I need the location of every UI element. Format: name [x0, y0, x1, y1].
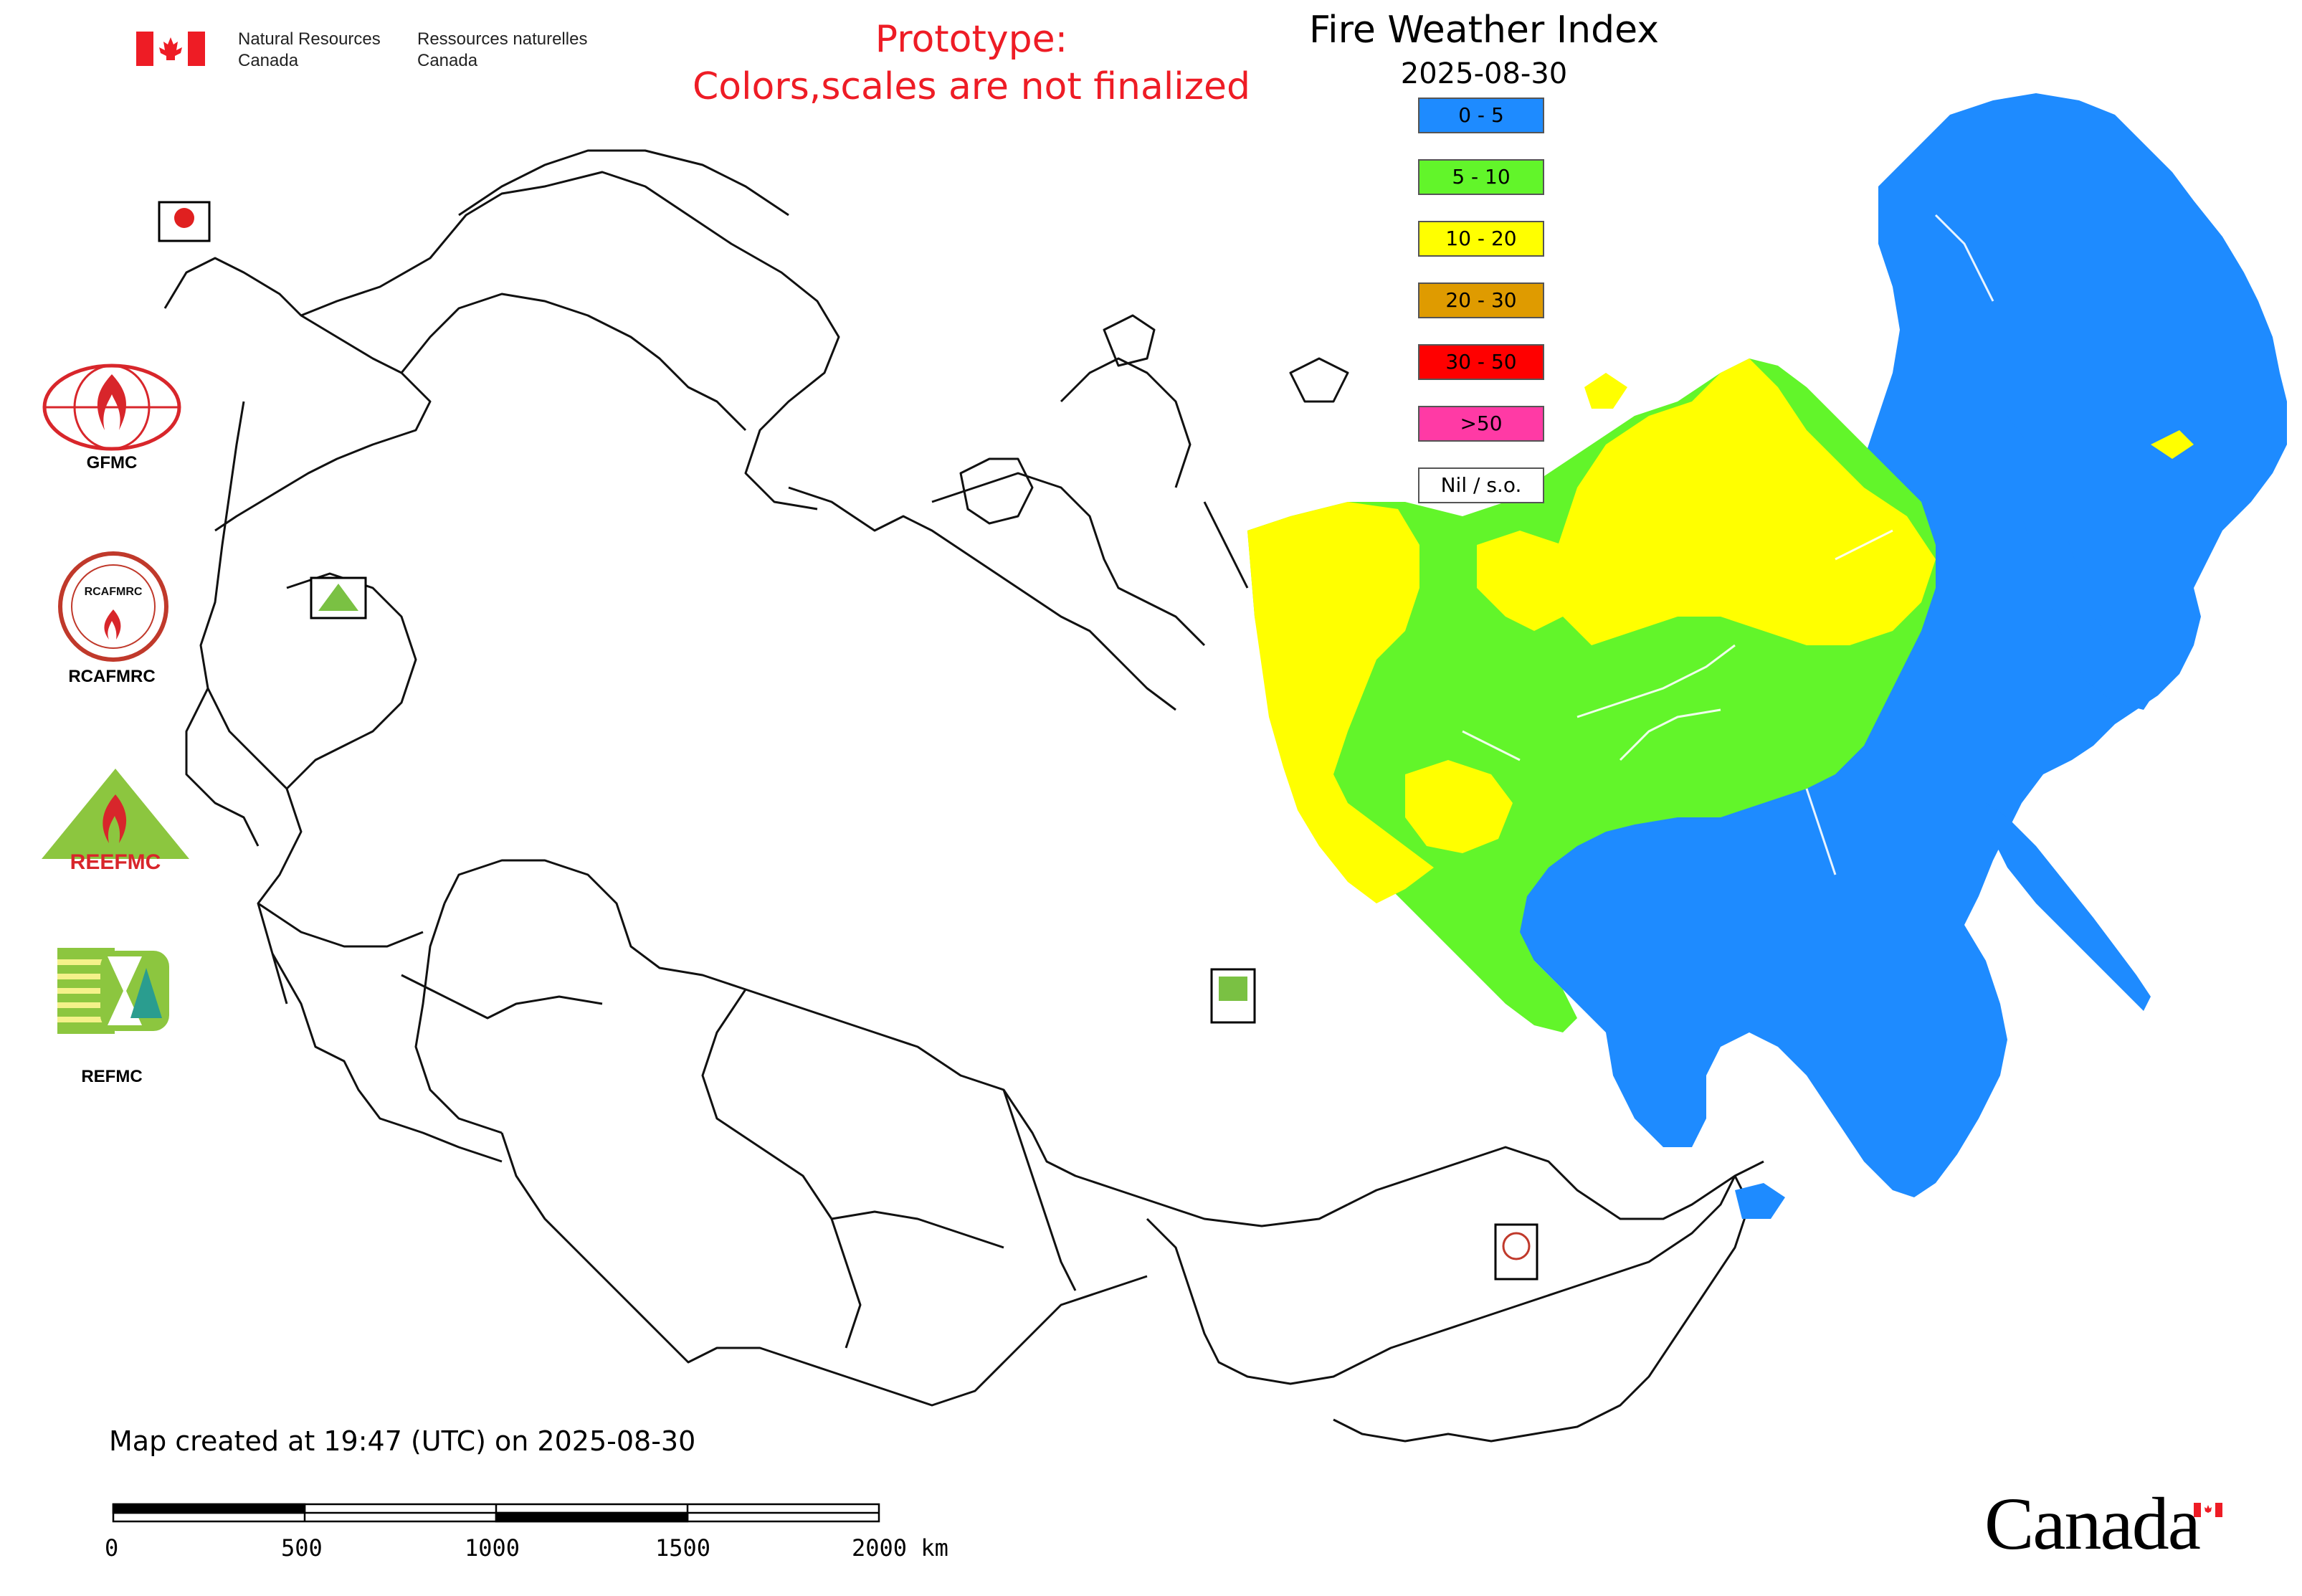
scale-label-500: 500	[281, 1534, 323, 1562]
prototype-line2: Colors,scales are not finalized	[692, 65, 1251, 108]
scale-label-0: 0	[105, 1534, 119, 1562]
legend-item-10-20: 10 - 20	[1418, 221, 1544, 257]
prototype-notice: Prototype: Colors,scales are not finaliz…	[645, 16, 1298, 110]
fwi-fill-layer	[1247, 93, 2287, 1219]
agency-fr-line2: Canada	[417, 51, 478, 70]
map-title: Fire Weather Index	[1309, 9, 1659, 52]
prototype-line1: Prototype:	[875, 18, 1068, 61]
scale-bar	[112, 1503, 880, 1523]
country-borders	[163, 149, 1764, 1443]
canada-wordmark: Canada	[1984, 1483, 2201, 1565]
rcafmrc-logo-text: RCAFMRC	[85, 586, 143, 598]
scale-label-1500: 1500	[655, 1534, 711, 1562]
legend-item-30-50: 30 - 50	[1418, 344, 1544, 380]
scale-label-1000: 1000	[465, 1534, 520, 1562]
legend-item-5-10: 5 - 10	[1418, 159, 1544, 195]
agency-fr-line1: Ressources naturelles	[417, 29, 588, 49]
refmc-logo	[57, 946, 172, 1040]
legend-item-0-5: 0 - 5	[1418, 98, 1544, 133]
rcafmrc-label: RCAFMRC	[68, 667, 156, 686]
gfmc-label: GFMC	[86, 453, 138, 472]
wordmark-flag-icon	[2194, 1503, 2222, 1520]
canada-flag-icon	[136, 32, 205, 66]
agency-en-line1: Natural Resources	[238, 29, 381, 49]
map-created-note: Map created at 19:47 (UTC) on 2025-08-30	[109, 1425, 696, 1457]
legend-item-20-30: 20 - 30	[1418, 282, 1544, 318]
agency-name-fr: Ressources naturelles Canada	[417, 29, 587, 72]
map-partner-markers	[158, 201, 1538, 1281]
legend-item-nil: Nil / s.o.	[1418, 467, 1544, 503]
reefmc-logo: REEFMC	[37, 766, 194, 876]
gfmc-logo	[40, 361, 184, 456]
fwi-zone-10-20	[1247, 502, 1434, 903]
scale-label-2000: 2000 km	[852, 1534, 948, 1562]
legend-item-over-50: >50	[1418, 406, 1544, 442]
agency-name-en: Natural Resources Canada	[238, 29, 381, 72]
agency-en-line2: Canada	[238, 51, 299, 70]
rcafmrc-logo: RCAFMRC	[56, 549, 171, 667]
map-date: 2025-08-30	[1400, 57, 1568, 90]
reefmc-logo-text: REEFMC	[70, 850, 161, 873]
refmc-label: REFMC	[81, 1067, 143, 1086]
